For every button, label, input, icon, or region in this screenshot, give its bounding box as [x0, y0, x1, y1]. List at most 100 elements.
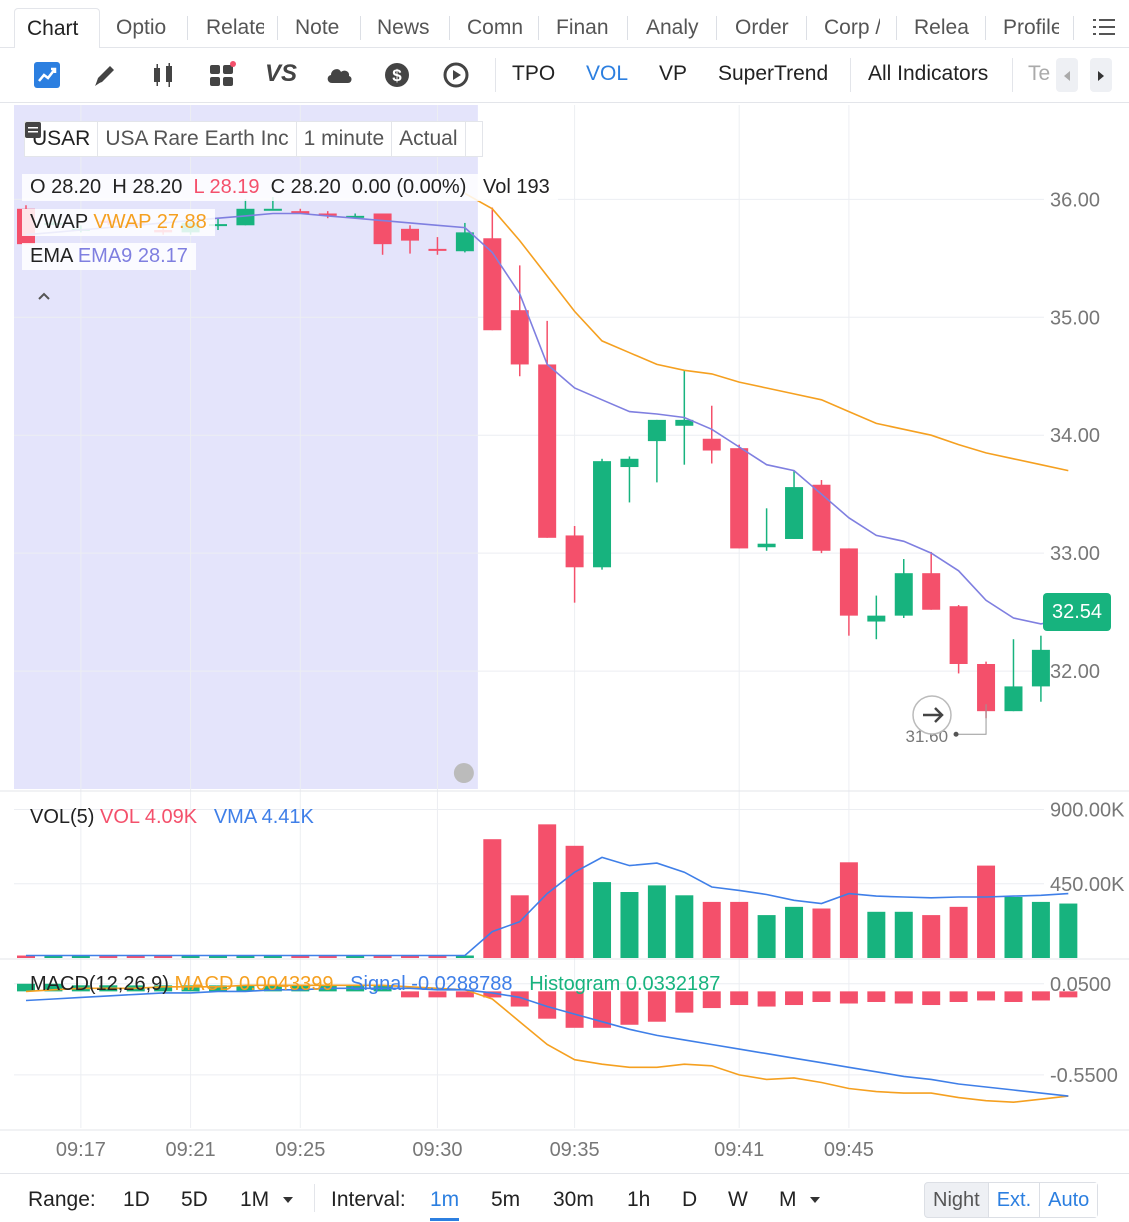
- range-1m-dropdown[interactable]: 1M: [240, 1188, 294, 1212]
- candle: [730, 444, 749, 549]
- interval-label[interactable]: 1 minute: [297, 122, 393, 156]
- vol-indicator-value: VOL 4.09K: [100, 806, 198, 828]
- scroll-left-button[interactable]: [1056, 58, 1078, 92]
- macd-legend[interactable]: MACD(12,26,9) MACD 0.0043399 Signal -0.0…: [30, 973, 720, 996]
- macd-histogram-bar: [1031, 991, 1050, 1001]
- volume-bar: [99, 955, 118, 958]
- interval-5m[interactable]: 5m: [491, 1188, 521, 1211]
- go-to-latest-button[interactable]: [912, 695, 952, 735]
- candle: [236, 199, 255, 226]
- supertrend-button[interactable]: SuperTrend: [718, 62, 829, 85]
- volume-legend[interactable]: VOL(5) VOL 4.09K VMA 4.41K: [30, 806, 314, 829]
- vwap-legend[interactable]: VWAP VWAP 27.88: [22, 209, 215, 236]
- volume-bar: [154, 955, 173, 958]
- candle-body: [647, 419, 666, 442]
- tab-separator: [360, 16, 361, 40]
- interval-1m[interactable]: 1m: [430, 1188, 460, 1221]
- macd-value: MACD 0.0043399: [174, 973, 334, 995]
- dollar-icon[interactable]: $: [382, 60, 412, 90]
- candle: [620, 456, 639, 503]
- volume-bar: [373, 955, 392, 958]
- candlestick-icon[interactable]: [148, 60, 178, 90]
- candle-body: [730, 448, 749, 549]
- ema-legend[interactable]: EMA EMA9 28.17: [22, 243, 196, 270]
- toolbar-separator: [495, 58, 496, 92]
- replay-icon[interactable]: [441, 60, 471, 90]
- tab-profile[interactable]: Profile: [1003, 16, 1059, 39]
- tpo-button[interactable]: TPO: [512, 62, 556, 85]
- macd-histogram-bar: [483, 991, 502, 998]
- session-night[interactable]: Night: [925, 1183, 989, 1217]
- collapse-legend-icon[interactable]: [36, 290, 52, 302]
- tab-news[interactable]: News: [377, 16, 430, 39]
- candle: [894, 559, 913, 618]
- interval-m-dropdown[interactable]: M: [779, 1188, 821, 1212]
- volume-bar: [922, 915, 941, 958]
- scroll-right-button[interactable]: [1090, 58, 1112, 92]
- session-auto[interactable]: Auto: [1040, 1183, 1098, 1217]
- tab-options[interactable]: Optio: [116, 16, 167, 39]
- volume-bar: [1004, 896, 1023, 958]
- volume-bar: [702, 901, 721, 958]
- time-axis-label: 09:41: [714, 1139, 764, 1161]
- tab-orders[interactable]: Order: [735, 16, 789, 39]
- volume-bar: [71, 955, 90, 958]
- interval-d[interactable]: D: [682, 1188, 698, 1211]
- bar-separator: [314, 1184, 315, 1212]
- tab-chart[interactable]: Chart: [14, 8, 100, 48]
- low-value: 28.19: [209, 176, 260, 198]
- interval-label: Interval:: [331, 1188, 406, 1211]
- tab-corporate[interactable]: Corp /: [824, 16, 880, 39]
- tab-analysis[interactable]: Analy: [646, 16, 699, 39]
- template-button[interactable]: Te: [1028, 62, 1050, 85]
- macd-histogram-bar: [291, 985, 310, 992]
- volume-bar: [1059, 903, 1078, 958]
- candle: [949, 605, 968, 674]
- interval-30m[interactable]: 30m: [553, 1188, 594, 1211]
- tab-related[interactable]: Relate: [206, 16, 264, 39]
- session-ext[interactable]: Ext.: [988, 1183, 1041, 1217]
- vol-button[interactable]: VOL: [586, 62, 629, 85]
- low-marker-dot: [953, 731, 959, 737]
- tab-separator: [1073, 16, 1074, 40]
- candle-body: [510, 310, 529, 365]
- widgets-icon[interactable]: [207, 60, 237, 90]
- volume-value: 193: [516, 176, 550, 198]
- tab-notes[interactable]: Note: [295, 16, 340, 39]
- candle-body: [593, 461, 612, 568]
- macd-histogram-bar: [209, 985, 228, 992]
- session-toggle: Night Ext. Auto: [924, 1182, 1099, 1218]
- candle-body: [428, 248, 447, 251]
- cloud-icon[interactable]: [324, 60, 354, 90]
- macd-histogram-bar: [455, 991, 474, 998]
- all-indicators-button[interactable]: All Indicators: [868, 62, 989, 85]
- macd-histogram-bar: [428, 991, 447, 998]
- candle: [483, 207, 502, 331]
- trend-chart-icon[interactable]: [32, 60, 62, 90]
- tab-financials[interactable]: Finan: [556, 16, 609, 39]
- tab-community[interactable]: Comn: [467, 16, 524, 39]
- macd-histogram-bar: [730, 991, 749, 1006]
- macd-histogram-bar: [894, 991, 913, 1004]
- candle-body: [565, 535, 584, 568]
- price-mode-label[interactable]: Actual: [392, 122, 466, 156]
- chart-area[interactable]: 36.00 35.00 34.00 33.00 32.00 900.00K 450.00K 0…: [0, 103, 1129, 1173]
- list-menu-icon[interactable]: [1093, 18, 1115, 36]
- chevron-right-icon: [1098, 71, 1104, 81]
- vol-indicator-label: VOL(5): [30, 806, 95, 828]
- last-price-tag: 32.54: [1043, 593, 1111, 631]
- pencil-icon[interactable]: [90, 60, 120, 90]
- interval-1h[interactable]: 1h: [627, 1188, 651, 1211]
- candle: [1004, 639, 1023, 712]
- interval-w[interactable]: W: [728, 1188, 748, 1211]
- macd-histogram-bar: [44, 983, 63, 992]
- macd-histogram-bar: [620, 991, 639, 1025]
- vp-button[interactable]: VP: [659, 62, 688, 85]
- vs-compare-icon[interactable]: VS: [265, 60, 298, 87]
- range-1d[interactable]: 1D: [123, 1188, 150, 1211]
- range-5d[interactable]: 5D: [181, 1188, 208, 1211]
- open-label: O: [30, 176, 46, 198]
- tab-releases[interactable]: Relea: [914, 16, 969, 39]
- macd-histogram-bar: [949, 991, 968, 1002]
- macd-histogram-bar: [839, 991, 858, 1004]
